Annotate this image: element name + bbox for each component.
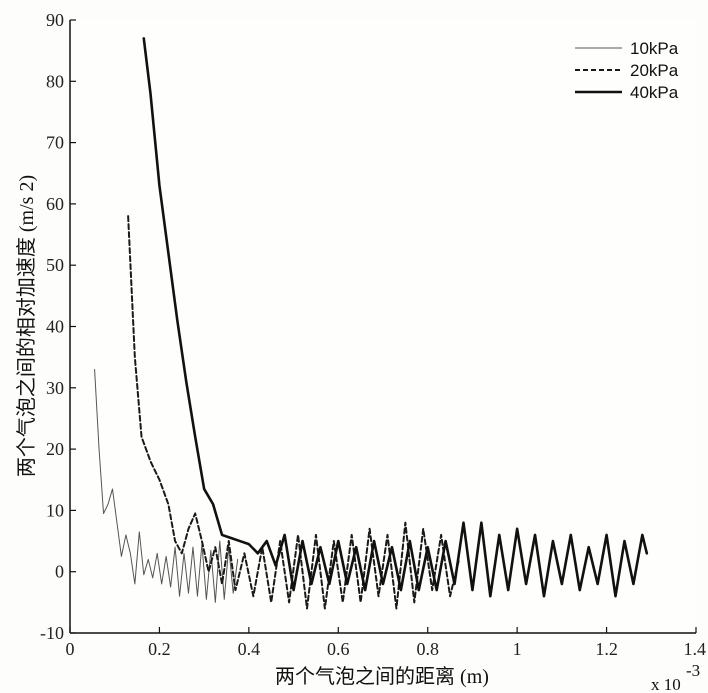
y-tick-label: 90 xyxy=(46,10,64,30)
y-tick-label: 50 xyxy=(46,255,64,275)
y-tick-label: 80 xyxy=(46,71,64,91)
legend-label-10kPa: 10kPa xyxy=(630,39,679,58)
y-tick-label: 0 xyxy=(55,562,64,582)
x-tick-label: 0.2 xyxy=(148,639,171,659)
legend: 10kPa 20kPa 40kPa xyxy=(575,39,679,102)
plot-background xyxy=(70,20,696,633)
y-tick-label: 40 xyxy=(46,317,64,337)
x-tick-label: 1.4 xyxy=(684,639,707,659)
ticks-layer: 0 0.2 0.4 0.6 0.8 1 1.2 1.4-1001020304050607080… xyxy=(40,10,706,659)
y-tick-label: 70 xyxy=(46,133,64,153)
x-tick-label: 1 xyxy=(513,639,522,659)
x-tick-label: 1.2 xyxy=(595,639,618,659)
x-tick-label: 0 xyxy=(66,639,75,659)
legend-label-20kPa: 20kPa xyxy=(630,61,679,80)
plot-area xyxy=(70,20,696,633)
series-layer xyxy=(94,37,649,610)
x-axis-exponent-power: -3 xyxy=(686,661,700,680)
x-axis-exponent-label: x 10 xyxy=(651,675,681,693)
y-tick-label: -10 xyxy=(40,623,64,643)
x-tick-label: 0.4 xyxy=(238,639,261,659)
y-tick-label: 30 xyxy=(46,378,64,398)
legend-label-40kPa: 40kPa xyxy=(630,83,679,102)
y-tick-label: 60 xyxy=(46,194,64,214)
series-line-10kPa xyxy=(94,368,239,603)
x-tick-label: 0.6 xyxy=(327,639,350,659)
series-line-40kPa xyxy=(142,37,649,598)
x-tick-label: 0.8 xyxy=(416,639,439,659)
y-axis-label: 两个气泡之间的相对加速度 (m/s 2) xyxy=(15,175,38,477)
y-tick-label: 10 xyxy=(46,500,64,520)
x-axis-label: 两个气泡之间的距离 (m) xyxy=(275,665,489,688)
y-tick-label: 20 xyxy=(46,439,64,459)
